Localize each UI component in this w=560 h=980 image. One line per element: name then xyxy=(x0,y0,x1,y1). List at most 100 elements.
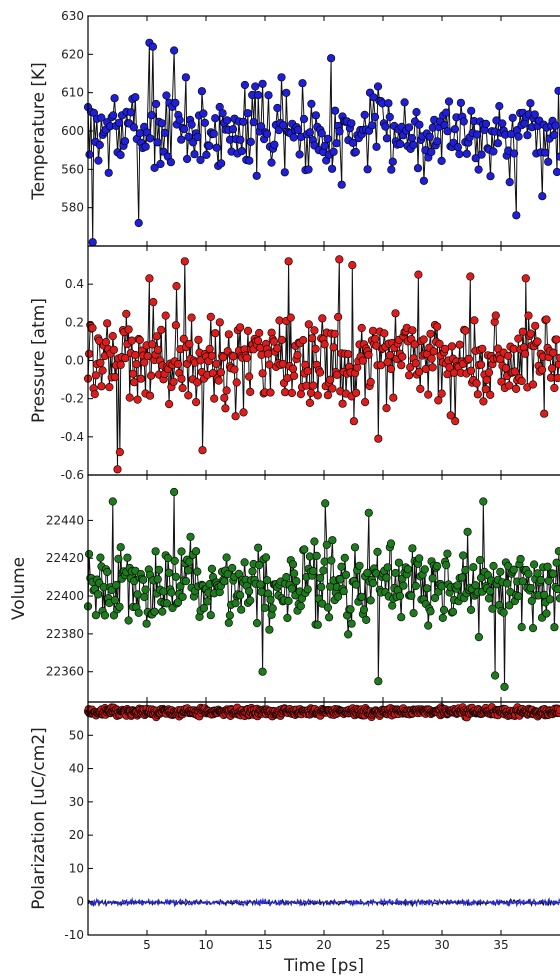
data-point xyxy=(400,98,409,107)
data-point xyxy=(141,142,150,151)
data-point xyxy=(536,575,545,585)
data-point xyxy=(554,86,560,95)
data-point xyxy=(222,553,231,562)
x-tick-label: 20 xyxy=(316,938,331,952)
data-point xyxy=(145,274,154,283)
data-point xyxy=(529,560,539,569)
data-point xyxy=(90,390,99,399)
data-point xyxy=(180,125,189,134)
data-point xyxy=(193,378,202,387)
data-point xyxy=(383,563,392,572)
data-point xyxy=(156,159,165,169)
data-point xyxy=(220,393,229,402)
data-point xyxy=(327,54,336,63)
data-point xyxy=(329,343,338,352)
data-point xyxy=(187,120,196,129)
data-point xyxy=(346,605,355,614)
data-point xyxy=(281,388,290,397)
data-point xyxy=(555,353,560,362)
data-point xyxy=(279,121,288,130)
data-point xyxy=(245,587,254,596)
data-point xyxy=(491,311,500,320)
data-point xyxy=(205,344,214,354)
data-point xyxy=(428,363,437,372)
data-point xyxy=(554,547,560,556)
data-point xyxy=(277,335,286,345)
data-point xyxy=(192,398,201,407)
data-point xyxy=(174,598,183,607)
data-point xyxy=(528,380,538,389)
data-point xyxy=(526,329,535,338)
data-point xyxy=(257,122,266,131)
data-point xyxy=(273,344,282,353)
data-point xyxy=(290,371,299,381)
data-point xyxy=(336,575,345,584)
data-point xyxy=(396,139,405,149)
data-point xyxy=(325,613,334,622)
data-point xyxy=(459,117,468,126)
data-point xyxy=(518,577,527,586)
data-point xyxy=(383,357,392,367)
data-point xyxy=(433,561,442,571)
data-point xyxy=(326,375,335,384)
data-point xyxy=(368,578,378,588)
data-point xyxy=(215,318,224,327)
data-point xyxy=(151,547,160,556)
data-point xyxy=(232,378,241,387)
data-point xyxy=(239,117,248,126)
data-point xyxy=(361,398,370,407)
plot-area xyxy=(83,487,560,692)
data-point xyxy=(110,94,119,103)
data-point xyxy=(254,90,263,100)
data-point xyxy=(455,150,464,159)
data-point xyxy=(352,388,361,397)
data-point xyxy=(126,108,135,117)
data-point xyxy=(344,350,353,359)
data-point xyxy=(231,412,240,421)
data-point xyxy=(115,448,124,457)
data-point xyxy=(305,398,315,408)
data-point xyxy=(397,613,406,622)
data-point xyxy=(348,138,358,147)
x-tick-label: 5 xyxy=(143,938,151,952)
data-point xyxy=(435,339,444,349)
data-point xyxy=(288,560,298,569)
data-point xyxy=(98,366,107,375)
data-point xyxy=(269,337,279,346)
data-point xyxy=(493,139,503,148)
data-point xyxy=(91,371,100,380)
data-point xyxy=(170,46,179,55)
data-point xyxy=(467,106,476,115)
data-point xyxy=(323,134,332,143)
data-point xyxy=(221,404,230,413)
data-point xyxy=(348,261,357,270)
data-point xyxy=(152,99,161,109)
data-point xyxy=(142,619,151,628)
data-point xyxy=(177,374,186,383)
y-tick-label: 40 xyxy=(69,762,84,776)
data-point xyxy=(171,321,180,330)
data-point xyxy=(520,349,530,358)
data-point xyxy=(296,390,306,399)
data-point xyxy=(313,391,322,400)
data-point xyxy=(381,122,390,131)
data-point xyxy=(357,592,366,601)
data-point xyxy=(240,80,249,90)
data-point xyxy=(466,366,476,375)
y-tick-label: 0.4 xyxy=(65,277,84,291)
data-point xyxy=(403,565,413,574)
data-point xyxy=(261,553,271,562)
data-point xyxy=(237,147,246,156)
data-point xyxy=(414,270,423,279)
data-point xyxy=(258,667,267,676)
series-1 xyxy=(83,703,560,722)
data-point xyxy=(419,176,429,185)
data-point xyxy=(332,139,341,148)
y-tick-label: 580 xyxy=(61,201,84,215)
data-point xyxy=(526,583,535,593)
data-point xyxy=(131,93,140,102)
data-point xyxy=(486,586,495,596)
data-point xyxy=(319,566,328,575)
data-point xyxy=(531,321,540,330)
data-point xyxy=(517,376,526,386)
